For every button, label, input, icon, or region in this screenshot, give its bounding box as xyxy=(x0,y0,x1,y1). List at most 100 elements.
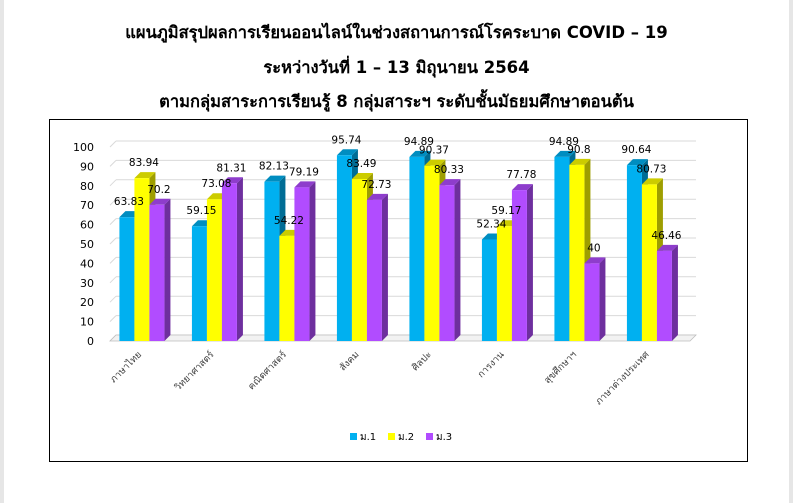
x-tick-label: วิทยาศาสตร์ xyxy=(172,349,217,394)
y-tick-label: 10 xyxy=(80,316,94,329)
bar-top xyxy=(424,159,446,166)
bar-top xyxy=(439,179,461,186)
legend-label: ม.3 xyxy=(436,432,452,443)
bar-front xyxy=(119,217,135,341)
x-tick-label: การงาน xyxy=(476,349,507,380)
x-tick-label: ศิลปะ xyxy=(410,349,434,373)
legend-item: ม.1 xyxy=(350,432,376,443)
bar-front xyxy=(149,204,165,341)
bar-top xyxy=(149,198,171,205)
data-label: 70.2 xyxy=(147,184,170,196)
data-label: 52.34 xyxy=(476,218,506,230)
legend-swatch xyxy=(350,433,357,440)
data-label: 77.78 xyxy=(506,169,536,181)
data-label: 90.37 xyxy=(419,145,449,157)
data-label: 95.74 xyxy=(331,134,361,146)
data-label: 94.89 xyxy=(549,136,579,148)
bar-top xyxy=(134,172,156,179)
bar-front xyxy=(264,181,280,341)
legend-item: ม.3 xyxy=(426,432,452,443)
bar-front xyxy=(554,156,570,341)
data-label: 83.49 xyxy=(346,158,376,170)
gridline-side xyxy=(109,160,117,167)
bar-front xyxy=(409,156,425,341)
bar-side xyxy=(309,181,316,341)
bar xyxy=(149,198,171,341)
bar-top xyxy=(294,181,316,188)
y-tick-label: 50 xyxy=(80,238,94,251)
y-tick-label: 100 xyxy=(73,141,94,154)
bar-top xyxy=(409,150,431,157)
data-label: 94.89 xyxy=(404,136,434,148)
data-label: 90.64 xyxy=(621,144,651,156)
legend: ม.1 ม.2 ม.3 xyxy=(350,432,452,443)
bar xyxy=(511,184,533,341)
bar-side xyxy=(671,244,678,341)
y-tick-label: 70 xyxy=(80,199,94,212)
bar-front xyxy=(424,165,440,341)
bar-front xyxy=(626,165,642,341)
chart-subtitle-groups: ตามกลุ่มสาระการเรียนรู้ 8 กลุ่มสาระฯ ระด… xyxy=(159,92,634,111)
x-tick-label: ภาษาต่างประเทศ xyxy=(593,349,651,407)
data-label: 46.46 xyxy=(651,230,681,242)
page-edge-left xyxy=(0,0,4,503)
data-label: 54.22 xyxy=(274,215,304,227)
data-label: 72.73 xyxy=(361,179,391,191)
legend-item: ม.2 xyxy=(388,432,414,443)
x-tick-label: ภาษาไทย xyxy=(107,349,144,386)
y-tick-label: 30 xyxy=(80,277,94,290)
bar-top xyxy=(569,158,591,165)
legend-swatch xyxy=(388,433,395,440)
bar-top xyxy=(511,184,533,191)
gridline-side xyxy=(109,237,117,245)
bar-front xyxy=(294,187,310,341)
gridline-side xyxy=(109,198,117,206)
bar xyxy=(294,181,316,341)
bar-front xyxy=(584,263,600,341)
y-tick-label: 40 xyxy=(80,257,94,270)
bar-top xyxy=(366,193,388,200)
y-tick-label: 80 xyxy=(80,180,94,193)
bar-top xyxy=(264,175,286,182)
gridline-side xyxy=(109,218,117,225)
y-tick-label: 60 xyxy=(80,219,94,232)
bar-front xyxy=(641,184,657,341)
bar-front xyxy=(221,183,237,341)
bar-side xyxy=(599,257,606,341)
bar-front xyxy=(511,190,527,341)
chart-title: แผนภูมิสรุปผลการเรียนออนไลน์ในช่วงสถานกา… xyxy=(125,23,668,42)
bar xyxy=(584,257,606,341)
gridline-side xyxy=(109,295,117,303)
bar-front xyxy=(439,185,455,341)
bar xyxy=(366,193,388,341)
bar-side xyxy=(526,184,533,341)
bar-top xyxy=(554,150,576,157)
page-edge-right xyxy=(789,0,793,503)
bar-front xyxy=(206,199,222,341)
data-label: 83.94 xyxy=(129,157,159,169)
bar-top xyxy=(221,177,243,184)
x-axis: ภาษาไทย วิทยาศาสตร์ คณิตศาสตร์ สังคม ศิลปะ กา… xyxy=(107,349,651,408)
y-axis: 0 10 20 30 40 50 60 70 80 90 100 xyxy=(73,141,94,348)
bar-side xyxy=(381,193,388,341)
data-label: 81.31 xyxy=(216,162,246,174)
data-label: 59.15 xyxy=(186,205,216,217)
bar-front xyxy=(279,235,295,341)
x-tick-label: สังคม xyxy=(337,349,361,373)
legend-swatch xyxy=(426,433,433,440)
bar-top xyxy=(336,149,358,156)
bar-front xyxy=(366,199,382,341)
bars xyxy=(119,149,678,341)
y-tick-label: 90 xyxy=(80,160,94,173)
bar-front xyxy=(569,164,585,341)
bar-side xyxy=(454,179,461,341)
x-tick-label: คณิตศาสตร์ xyxy=(245,349,289,393)
data-label: 73.08 xyxy=(201,178,231,190)
data-label: 80.33 xyxy=(434,164,464,176)
bar-front xyxy=(481,239,497,341)
data-label: 79.19 xyxy=(289,166,319,178)
gridline-side xyxy=(109,140,117,148)
bar-front xyxy=(134,178,150,341)
data-label: 59.17 xyxy=(491,205,521,217)
bar-top xyxy=(626,159,648,166)
